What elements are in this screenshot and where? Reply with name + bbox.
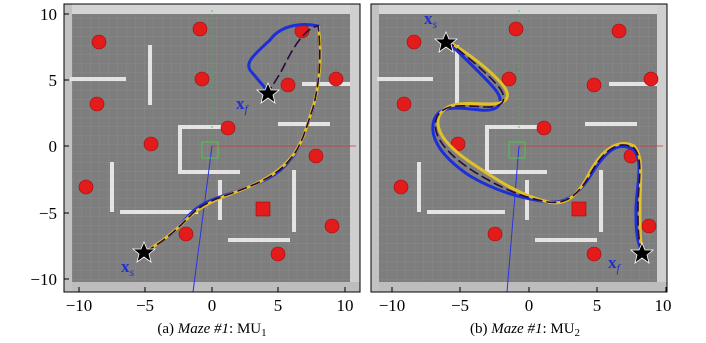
y-tick-label: 5 [49,71,58,90]
x-tick-label: 10 [655,296,672,315]
goal-label-a: xf [236,94,250,116]
y-tick-label: −5 [39,204,57,223]
caption-b: (b) Maze #1: MU2 [470,321,580,339]
start-star-a [131,240,157,263]
maze-image-a [64,4,360,293]
x-tick-label: −10 [379,296,406,315]
caption-a: (a) Maze #1: MU1 [157,321,266,339]
y-tick-label: −10 [30,270,57,289]
goal-star-b [629,241,655,264]
x-tick-label: 0 [525,296,534,315]
x-tick-label: −5 [451,296,469,315]
y-tick-label: 10 [40,5,57,24]
x-tick-label: −10 [66,296,93,315]
start-label-b: xs [424,9,438,31]
x-tick-label: −5 [136,296,154,315]
x-tick-label: 0 [208,296,217,315]
x-tick-label: 5 [593,296,602,315]
x-tick-label: 5 [274,296,283,315]
goal-label-b: xf [608,253,622,275]
panel-a: xs xf 10 5 0 −5 −10 −10 −5 0 5 10 (a) Ma… [30,3,361,339]
axes-frame-b [370,3,668,293]
maze-image-b [371,4,667,293]
goal-star-a [255,81,281,104]
start-star-b [433,30,459,53]
tick-marks-b [391,287,667,292]
x-tick-label: 10 [337,296,354,315]
tick-marks-a [64,13,346,292]
y-tick-label: 0 [49,137,58,156]
start-label-a: xs [121,257,135,279]
panel-b: xs xf −10 −5 0 5 10 (b) Maze #1: MU2 [370,3,672,339]
